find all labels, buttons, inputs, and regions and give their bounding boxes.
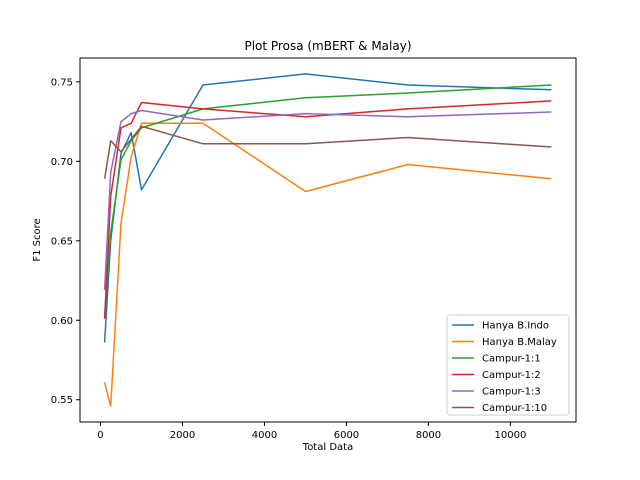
series-line-5 [103, 125, 552, 179]
y-axis: 0.55 0.60 0.65 0.70 0.75 [51, 77, 80, 406]
series-line-1 [103, 122, 552, 407]
y-tick-label: 0.60 [51, 316, 73, 327]
y-tick-label: 0.55 [51, 395, 73, 406]
axes-frame [79, 57, 577, 423]
legend-label-2: Campur-1:1 [482, 354, 541, 365]
y-axis-label: F1 Score [32, 218, 43, 261]
legend-frame [446, 314, 570, 416]
legend-label-5: Campur-1:10 [482, 403, 547, 414]
y-tick-label: 0.75 [51, 77, 73, 88]
plot-area [103, 73, 552, 407]
x-axis: 0 2000 4000 6000 8000 10000 [97, 422, 526, 441]
x-tick-label: 2000 [170, 430, 195, 441]
x-tick-label: 10000 [495, 430, 527, 441]
series-line-3 [103, 100, 552, 319]
x-tick-label: 8000 [416, 430, 441, 441]
chart-title: Plot Prosa (mBERT & Malay) [244, 39, 411, 53]
x-tick-label: 6000 [334, 430, 359, 441]
legend-label-1: Hanya B.Malay [482, 337, 557, 348]
legend-label-4: Campur-1:3 [482, 387, 541, 398]
y-tick-label: 0.65 [51, 236, 73, 247]
series-line-2 [103, 84, 552, 318]
legend-label-0: Hanya B.Indo [482, 321, 549, 332]
legend: Hanya B.Indo Hanya B.Malay Campur-1:1 Campu… [446, 314, 570, 416]
y-tick-label: 0.70 [51, 157, 73, 168]
x-axis-label: Total Data [302, 442, 353, 453]
series-line-4 [103, 109, 552, 291]
legend-label-3: Campur-1:2 [482, 370, 541, 381]
x-tick-label: 0 [97, 430, 103, 441]
x-tick-label: 4000 [252, 430, 277, 441]
